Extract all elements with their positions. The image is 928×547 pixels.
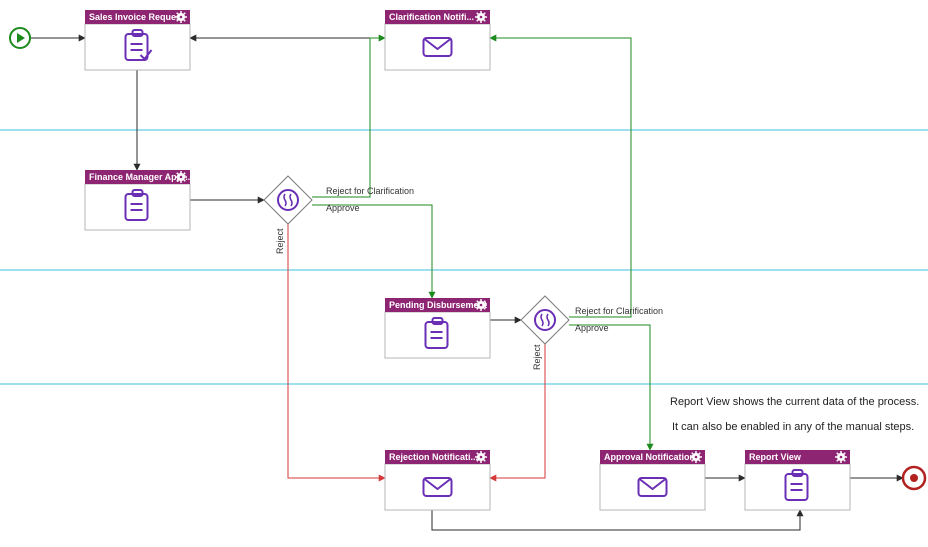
annotation-text: It can also be enabled in any of the man… bbox=[672, 421, 914, 433]
edge-label: Reject for Clarification bbox=[575, 306, 663, 316]
task-node-pending_disb[interactable]: Pending Disbursement bbox=[385, 298, 490, 358]
task-node-body bbox=[385, 464, 490, 510]
task-node-title: Sales Invoice Request bbox=[89, 12, 184, 22]
edge-rejection-to-report bbox=[432, 510, 800, 530]
edge-gw2-approve bbox=[569, 325, 650, 450]
task-node-body bbox=[600, 464, 705, 510]
edge-label: Approve bbox=[575, 323, 609, 333]
gear-icon-hole bbox=[480, 456, 483, 459]
gear-icon-hole bbox=[695, 456, 698, 459]
gateway-gw2[interactable] bbox=[521, 296, 569, 344]
gear-icon-hole bbox=[180, 16, 183, 19]
gear-icon-hole bbox=[480, 304, 483, 307]
edge-gw1-reject bbox=[288, 224, 385, 478]
gear-icon-hole bbox=[840, 456, 843, 459]
gateway-diamond bbox=[521, 296, 569, 344]
task-node-fin_mgr[interactable]: Finance Manager Appr... bbox=[85, 170, 193, 230]
task-node-approval[interactable]: Approval Notification bbox=[600, 450, 705, 510]
task-node-body bbox=[385, 24, 490, 70]
task-node-title: Report View bbox=[749, 452, 802, 462]
task-node-report_view[interactable]: Report View bbox=[745, 450, 850, 510]
task-node-title: Approval Notification bbox=[604, 452, 695, 462]
task-node-rejection[interactable]: Rejection Notificati... bbox=[385, 450, 490, 510]
task-node-title: Clarification Notifi... bbox=[389, 12, 474, 22]
task-node-title: Rejection Notificati... bbox=[389, 452, 478, 462]
edge-label: Approve bbox=[326, 203, 360, 213]
task-node-title: Pending Disbursement bbox=[389, 300, 487, 310]
task-node-clarification[interactable]: Clarification Notifi... bbox=[385, 10, 490, 70]
end-event-dot bbox=[910, 474, 918, 482]
annotation-text: Report View shows the current data of th… bbox=[670, 396, 919, 408]
gateway-diamond bbox=[264, 176, 312, 224]
gateway-gw1[interactable] bbox=[264, 176, 312, 224]
edge-gw1-rejectclar bbox=[312, 38, 385, 197]
start-event[interactable] bbox=[10, 28, 30, 48]
edge-gw1-approve bbox=[312, 205, 432, 298]
edge-label: Reject bbox=[532, 344, 542, 370]
gear-icon-hole bbox=[480, 16, 483, 19]
edge-label: Reject for Clarification bbox=[326, 186, 414, 196]
gear-icon-hole bbox=[180, 176, 183, 179]
edge-gw2-rejectclar bbox=[490, 38, 631, 317]
end-event[interactable] bbox=[903, 467, 925, 489]
task-node-sales_invoice[interactable]: Sales Invoice Request bbox=[85, 10, 190, 70]
play-icon bbox=[17, 33, 25, 43]
edge-label: Reject bbox=[275, 228, 285, 254]
